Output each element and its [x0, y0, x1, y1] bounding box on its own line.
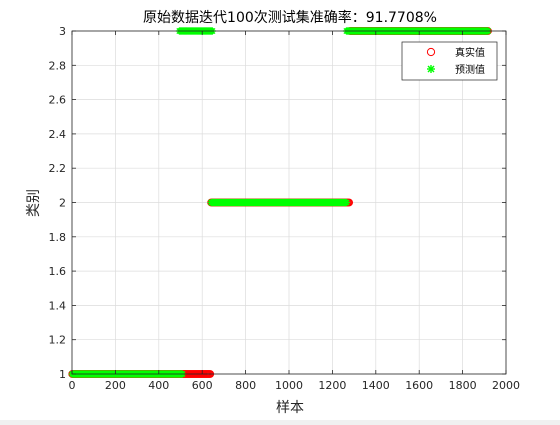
legend-marker-circle [426, 47, 436, 57]
y-tick-label: 2.2 [49, 162, 67, 175]
legend-marker-asterisk [427, 65, 435, 73]
x-tick-label: 1200 [318, 379, 346, 392]
legend: 真实值 预测值 [401, 41, 498, 81]
x-tick-label: 1000 [275, 379, 303, 392]
y-tick-label: 1.4 [49, 299, 67, 312]
y-tick-label: 2.8 [49, 59, 67, 72]
y-tick-label: 1.6 [49, 265, 67, 278]
x-tick-label: 1800 [449, 379, 477, 392]
x-axis-label: 样本 [276, 400, 304, 416]
legend-label-predicted: 预测值 [455, 63, 485, 76]
x-tick-label: 2000 [492, 379, 520, 392]
legend-box [401, 41, 498, 81]
legend-label-true: 真实值 [455, 46, 485, 59]
y-tick-label: 3 [59, 25, 66, 38]
chart-title: 原始数据迭代100次测试集准确率：91.7708% [143, 9, 437, 26]
predicted-value-point [342, 198, 351, 207]
legend-item-predicted: 预测值 [427, 63, 485, 76]
x-tick-label: 200 [105, 379, 126, 392]
x-tick-label: 0 [69, 379, 76, 392]
y-tick-label: 2.6 [49, 94, 67, 107]
axis-ticks: 0 200 400 600 800 1000 1200 1400 1600 1800 2000 1 1.… [49, 25, 521, 392]
y-tick-label: 1.8 [49, 231, 67, 244]
predicted-value-run [207, 198, 351, 207]
legend-item-true: 真实值 [426, 46, 485, 59]
y-tick-label: 1 [59, 368, 66, 381]
x-tick-label: 400 [148, 379, 169, 392]
y-tick-label: 1.2 [49, 334, 67, 347]
x-tick-label: 1400 [362, 379, 390, 392]
y-tick-label: 2 [59, 197, 66, 210]
x-tick-label: 800 [235, 379, 256, 392]
y-axis-label: 类别 [26, 189, 42, 217]
x-tick-label: 600 [192, 379, 213, 392]
x-tick-label: 1600 [405, 379, 433, 392]
y-tick-label: 2.4 [49, 128, 67, 141]
